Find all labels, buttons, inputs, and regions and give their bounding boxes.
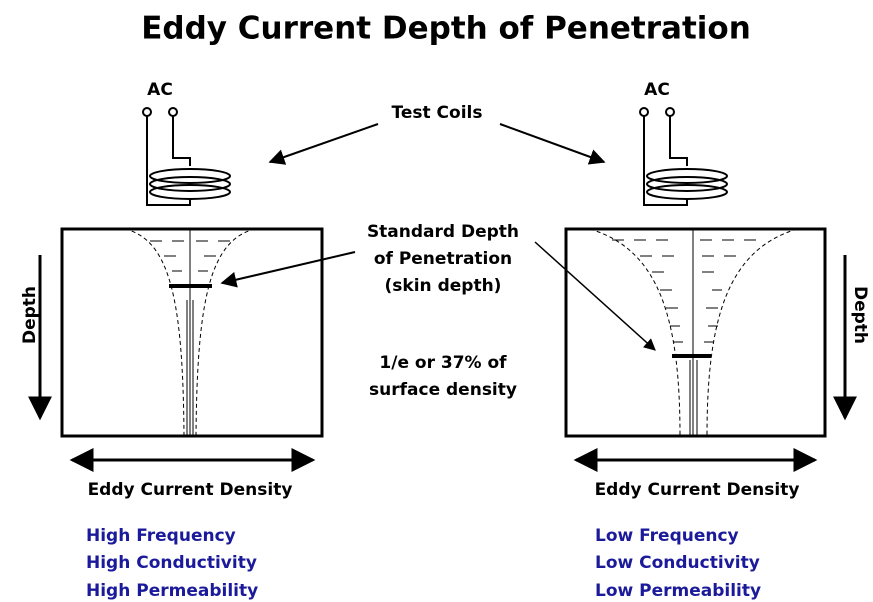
condition: High Permeability: [86, 581, 258, 601]
right-panel: AC Depth Eddy Current Density Low Freque…: [564, 80, 870, 601]
axis-label: Depth: [850, 286, 870, 344]
skin-depth-label: of Penetration: [374, 249, 512, 269]
condition: Low Conductivity: [595, 553, 760, 573]
left-panel: AC Depth Eddy Current Density High Frequ…: [20, 80, 324, 601]
condition: Low Permeability: [595, 581, 761, 601]
condition: Low Frequency: [595, 526, 739, 546]
condition: High Frequency: [86, 526, 236, 546]
density-label: Eddy Current Density: [595, 480, 800, 500]
skin-depth-label: Standard Depth: [367, 222, 519, 242]
test-coils-label: Test Coils: [392, 103, 483, 123]
ratio-label: 1/e or 37% of: [379, 353, 507, 373]
density-label: Eddy Current Density: [88, 480, 293, 500]
ratio-label: surface density: [369, 380, 517, 400]
source-label: AC: [147, 80, 173, 100]
condition: High Conductivity: [86, 553, 257, 573]
skin-depth-label: (skin depth): [385, 276, 502, 296]
axis-label: Depth: [20, 286, 40, 344]
title: Eddy Current Depth of Penetration: [141, 11, 751, 47]
source-label: AC: [644, 80, 670, 100]
